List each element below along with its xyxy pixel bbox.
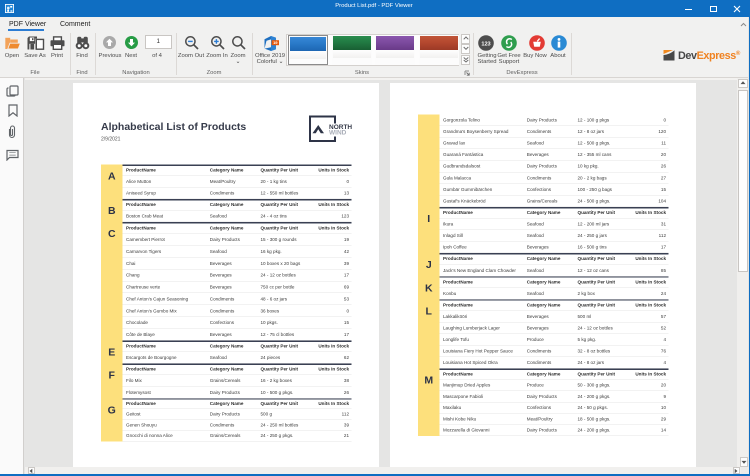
svg-text:19: 19 (273, 40, 278, 45)
svg-text:123: 123 (481, 41, 490, 47)
